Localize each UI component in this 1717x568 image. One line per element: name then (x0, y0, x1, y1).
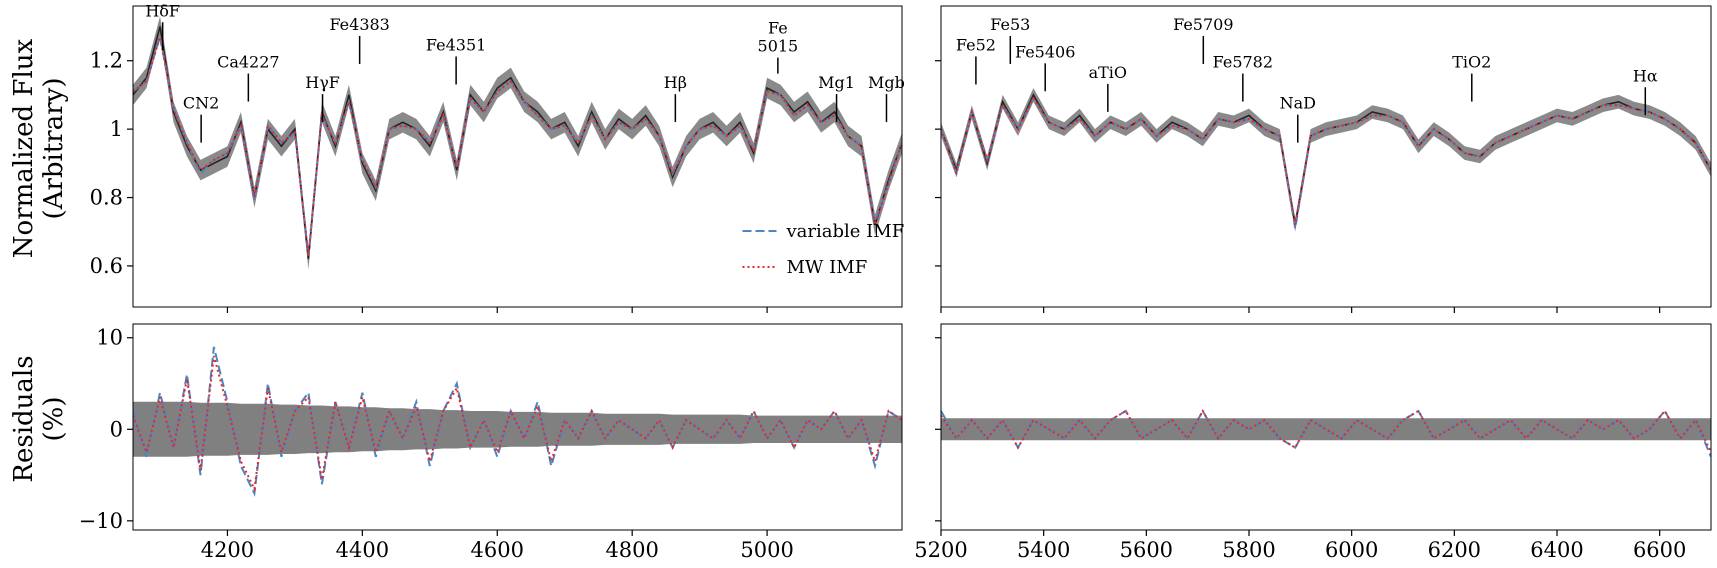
residual-band (941, 418, 1711, 441)
y-tick-label: 1.2 (90, 49, 123, 73)
axes-frame (132, 323, 903, 531)
y-tick-label: 0.8 (90, 186, 123, 210)
annotation-label: HδF (145, 1, 180, 20)
x-tick-label: 5000 (740, 538, 793, 562)
annotation-label: Fe4383 (329, 15, 389, 34)
x-tick-label: 5400 (1017, 538, 1070, 562)
annotation-label: Mg1 (818, 73, 855, 92)
annotation-label: CN2 (183, 94, 219, 113)
x-tick-label: 4200 (201, 538, 254, 562)
annotation-label: Ca4227 (217, 53, 280, 72)
x-tick-label: 6000 (1325, 538, 1378, 562)
y-axis-label: (%) (39, 397, 69, 442)
residual-band (133, 401, 902, 457)
model-line (941, 96, 1711, 229)
plot-area (133, 346, 902, 497)
annotation-label: Mgb (868, 73, 905, 92)
y-tick-label: 0.6 (90, 254, 123, 278)
x-tick-label: 5600 (1120, 538, 1173, 562)
annotation-label: aTiO (1089, 63, 1127, 82)
x-tick-label: 5200 (914, 538, 967, 562)
legend-label: variable IMF (786, 221, 905, 242)
plot-area (941, 88, 1711, 232)
annotation-label: Hβ (664, 73, 687, 92)
x-tick-label: 6400 (1530, 538, 1583, 562)
x-tick-label: 5800 (1222, 538, 1275, 562)
legend-label: MW IMF (787, 257, 868, 278)
y-axis-label: (Arbitrary) (39, 78, 69, 220)
y-tick-label: 10 (96, 326, 123, 350)
plot-area (133, 16, 902, 270)
axes-frame (940, 5, 1712, 308)
axes-frame (132, 5, 903, 308)
annotation-label: Fe5709 (1173, 15, 1233, 34)
x-tick-label: 6200 (1428, 538, 1481, 562)
y-tick-label: 0 (110, 417, 123, 441)
annotation-label: 5015 (758, 37, 799, 56)
annotation-label: NaD (1280, 94, 1316, 113)
x-tick-label: 4600 (471, 538, 524, 562)
model-line (133, 36, 902, 256)
y-tick-label: −10 (79, 509, 123, 533)
annotation-label: Fe5782 (1213, 53, 1273, 72)
annotation-label: Hα (1633, 66, 1658, 85)
annotation-label: HγF (305, 73, 340, 92)
annotation-label: Fe4351 (426, 35, 486, 54)
error-band (133, 16, 902, 270)
y-axis-label: Normalized Flux (9, 38, 39, 258)
model-line (941, 408, 1711, 453)
model-line (133, 355, 902, 493)
annotation-label: Fe5406 (1015, 42, 1075, 61)
x-tick-label: 4800 (605, 538, 658, 562)
plot-area (941, 408, 1711, 458)
axes-frame (940, 323, 1712, 531)
model-line (941, 96, 1711, 226)
annotation-label: TiO2 (1452, 53, 1491, 72)
annotation-label: Fe (768, 19, 788, 38)
annotation-label: Fe52 (956, 35, 996, 54)
x-tick-label: 6600 (1633, 538, 1686, 562)
x-tick-label: 4400 (336, 538, 389, 562)
y-tick-label: 1 (110, 117, 123, 141)
y-axis-label: Residuals (9, 355, 39, 482)
annotation-label: Fe53 (990, 15, 1030, 34)
